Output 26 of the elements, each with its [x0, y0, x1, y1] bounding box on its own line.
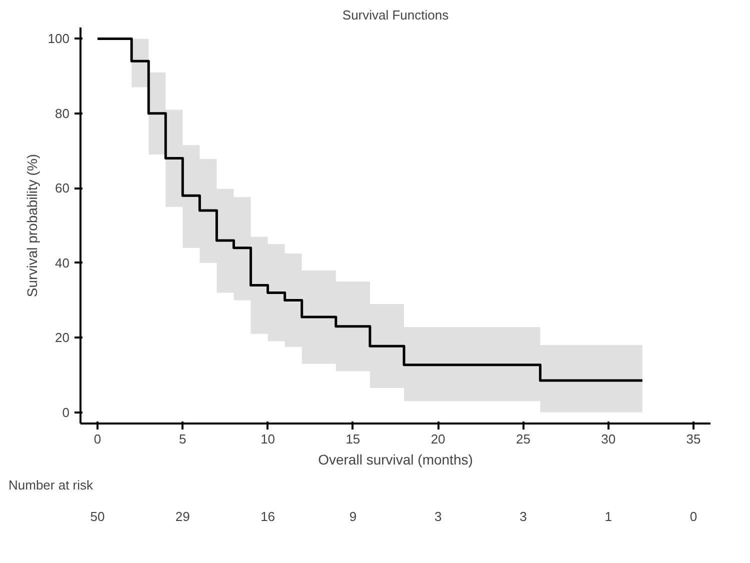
text: 3: [434, 509, 442, 524]
x-tick-label: 30: [601, 432, 616, 446]
chart-title: Survival Functions: [342, 8, 450, 22]
x-tick-label: 5: [179, 432, 186, 446]
text: 9: [349, 509, 357, 524]
text: 3: [520, 509, 527, 524]
y-tick-label: 60: [55, 180, 70, 196]
y-tick-label: 100: [48, 31, 70, 46]
x-tick-label: 0: [94, 432, 102, 446]
y-axis-title: Survival probability (%): [24, 154, 40, 298]
x-tick-label: 10: [260, 432, 276, 446]
x-tick-label: 15: [346, 432, 360, 446]
y-tick-label: 0: [62, 404, 70, 420]
text: 1: [604, 509, 612, 524]
x-axis-title: Overall survival (months): [318, 452, 473, 468]
text: 50: [90, 509, 105, 524]
y-tick-label: 20: [55, 330, 70, 346]
text: 16: [260, 509, 276, 524]
y-tick-label: 80: [55, 106, 70, 121]
text: Number at risk: [8, 478, 94, 492]
x-tick-label: 20: [430, 432, 446, 446]
x-tick-label: 25: [516, 432, 530, 446]
text: 29: [175, 509, 190, 524]
y-tick-label: 40: [55, 255, 70, 270]
text: 0: [690, 509, 698, 524]
x-tick-label: 35: [686, 432, 701, 446]
